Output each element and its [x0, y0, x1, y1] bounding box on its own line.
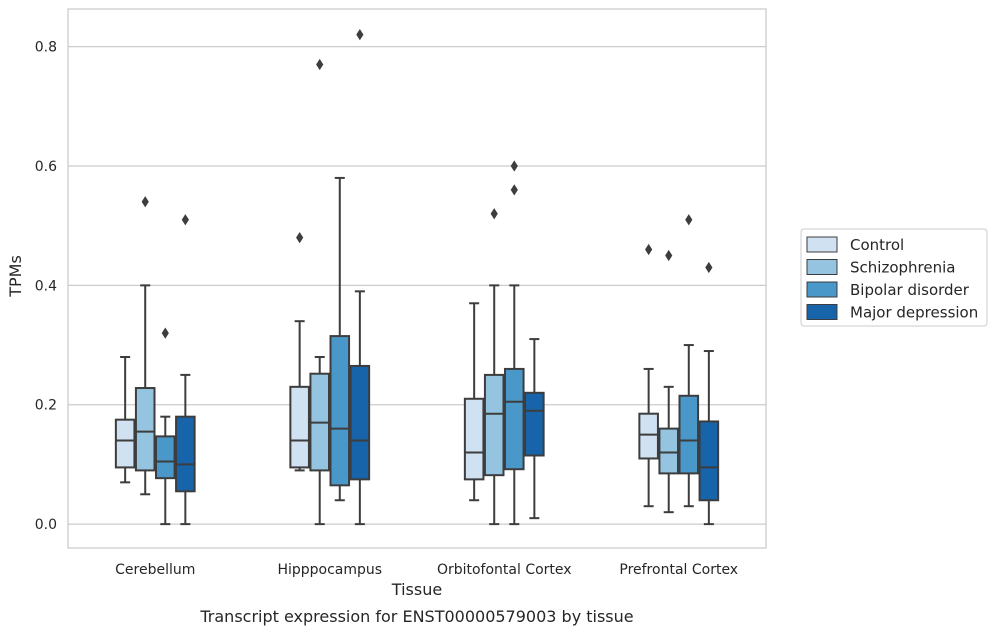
box-body [678, 394, 700, 475]
y-axis-ticks: 0.0 0.2 0.4 0.6 0.8 [35, 40, 57, 534]
grid-lines [68, 46, 766, 525]
legend-label: Major depression [850, 304, 978, 322]
outlier-point [685, 214, 693, 226]
box-control [114, 355, 136, 484]
outlier-point [356, 29, 364, 41]
box-major-depression [698, 261, 720, 526]
outlier-point [510, 184, 518, 196]
box-body [175, 415, 196, 493]
box-schizophrenia [483, 208, 505, 526]
box-control [638, 243, 659, 508]
outlier-point [645, 243, 653, 256]
box-body [483, 373, 505, 477]
outlier-point [510, 160, 518, 172]
plot-area-frame [67, 8, 767, 549]
legend-swatch [806, 259, 838, 275]
legend-label: Bipolar disorder [850, 281, 970, 299]
box-series [114, 29, 720, 526]
outlier-point [490, 208, 498, 220]
y-tick-label: 0.8 [35, 40, 57, 56]
x-tick-label: Hipppocampus [277, 562, 382, 578]
outlier-point [141, 196, 149, 208]
box-body [134, 387, 156, 472]
outlier-point [181, 214, 189, 226]
y-tick-label: 0.2 [35, 398, 57, 414]
box-body [698, 420, 720, 502]
box-body [463, 397, 485, 481]
legend-swatch [806, 281, 838, 298]
box-major-depression [175, 214, 196, 526]
box-major-depression [524, 338, 545, 520]
x-axis-label: Tissue [391, 580, 442, 599]
outlier-point [316, 58, 324, 71]
y-tick-label: 0.4 [35, 278, 57, 294]
x-tick-label: Cerebellum [115, 562, 195, 578]
box-control [289, 231, 310, 472]
box-bipolar-disorder [678, 214, 700, 508]
box-body [524, 391, 545, 457]
legend-swatch [806, 236, 838, 253]
box-bipolar-disorder [329, 176, 351, 502]
box-body [289, 385, 310, 469]
box-schizophrenia [134, 196, 156, 496]
legend-swatch [806, 304, 838, 320]
outlier-point [161, 327, 169, 339]
box-body [114, 418, 136, 469]
box-body [658, 427, 679, 475]
x-tick-label: Prefrontal Cortex [619, 562, 738, 578]
box-body [155, 435, 176, 480]
legend-frame [800, 228, 988, 327]
box-control [463, 302, 485, 502]
x-tick-label: Orbitofontal Cortex [437, 562, 572, 578]
outlier-point [665, 249, 673, 262]
box-body [349, 364, 371, 481]
box-body [504, 367, 525, 471]
legend: Control Schizophrenia Bipolar disorder Majo… [800, 228, 988, 327]
y-tick-label: 0.0 [35, 517, 57, 533]
legend-label: Schizophrenia [850, 259, 955, 277]
box-bipolar-disorder [155, 327, 176, 526]
outlier-point [296, 231, 304, 244]
box-schizophrenia [309, 58, 330, 526]
y-axis-label: TPMs [6, 255, 25, 298]
x-axis-ticks: Cerebellum Hipppocampus Orbitofontal Corte… [115, 562, 738, 578]
outlier-point [705, 261, 713, 274]
figure-caption: Transcript expression for ENST0000057900… [199, 607, 633, 626]
box-schizophrenia [658, 249, 679, 514]
legend-label: Control [850, 236, 904, 254]
box-body [329, 335, 351, 487]
box-body [638, 412, 659, 460]
box-major-depression [349, 29, 371, 526]
box-bipolar-disorder [504, 160, 525, 526]
y-tick-label: 0.6 [35, 159, 57, 175]
